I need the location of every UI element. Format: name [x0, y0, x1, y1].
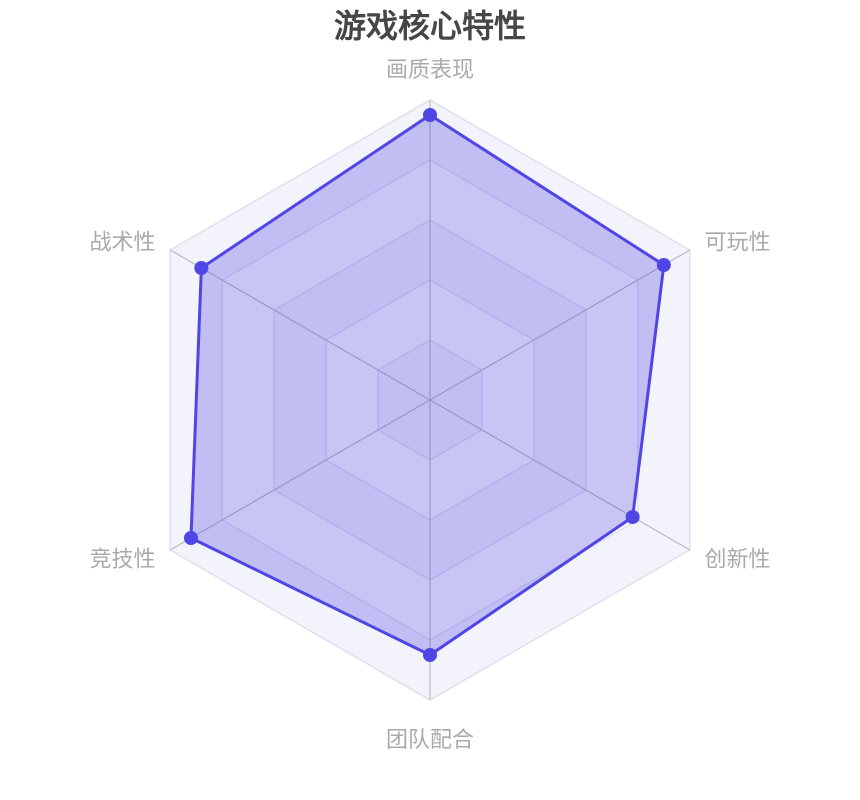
data-point	[183, 531, 198, 545]
data-point	[423, 648, 437, 662]
indicator-label: 团队配合	[386, 728, 474, 753]
data-point	[625, 510, 640, 524]
data-point	[194, 261, 209, 275]
indicator-label: 创新性	[705, 548, 771, 573]
data-point	[423, 108, 437, 122]
chart-title: 游戏核心特性	[334, 7, 526, 45]
axis-line	[169, 399, 431, 551]
indicator-label: 画质表现	[386, 58, 474, 83]
axis-line	[429, 249, 691, 401]
indicator-label: 可玩性	[705, 231, 771, 256]
axis-line	[169, 249, 431, 401]
data-point	[656, 258, 671, 272]
indicator-label: 战术性	[89, 231, 155, 256]
axis-line	[429, 399, 691, 551]
indicator-label: 竞技性	[89, 548, 155, 573]
